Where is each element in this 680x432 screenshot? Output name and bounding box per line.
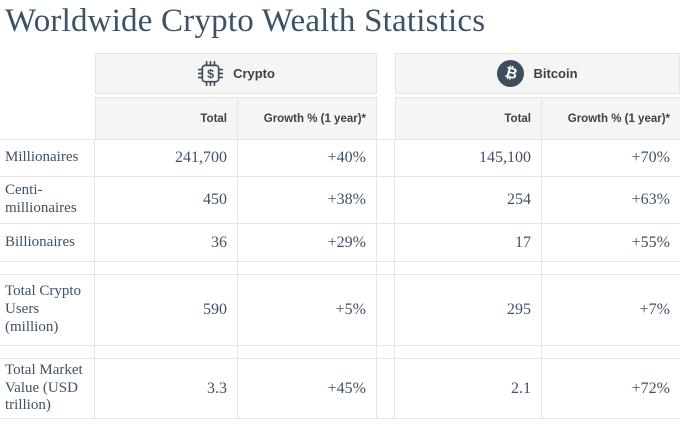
spacer-row [0, 261, 680, 274]
row-label: Centi-millionaires [0, 176, 95, 223]
group-header-row: $ Crypto ₿ Bitcoin [0, 53, 680, 94]
gap-cell [377, 139, 396, 176]
crypto-total-value: 36 [95, 223, 238, 261]
bitcoin-growth-value: +72% [542, 358, 680, 420]
svg-text:$: $ [207, 67, 214, 81]
crypto-total-value: 241,700 [95, 139, 238, 176]
bitcoin-total-value: 17 [395, 223, 543, 261]
crypto-growth-value: +5% [238, 274, 378, 345]
gap-cell [377, 274, 396, 345]
crypto-growth-value: +29% [238, 223, 378, 261]
row-label: Billionaires [0, 223, 95, 261]
bitcoin-group-label: Bitcoin [533, 66, 578, 81]
bitcoin-total-column-header: Total [395, 97, 543, 139]
header-gap-row [0, 94, 680, 97]
row-label: Total Crypto Users (million) [0, 274, 95, 345]
crypto-chip-dollar-icon: $ [197, 60, 224, 87]
table-row-total-crypto-users: Total Crypto Users (million) 590 +5% 295… [0, 274, 680, 345]
bitcoin-growth-column-header: Growth % (1 year)* [542, 97, 680, 139]
crypto-total-value: 450 [95, 176, 238, 223]
bitcoin-growth-value: +70% [542, 139, 680, 176]
crypto-growth-value: +40% [238, 139, 378, 176]
group-gap-spacer [377, 53, 396, 94]
bitcoin-growth-value: +7% [542, 274, 680, 345]
crypto-growth-value: +38% [238, 176, 378, 223]
crypto-wealth-infographic: Worldwide Crypto Wealth Statistics $ [0, 3, 680, 420]
corner-spacer [0, 53, 95, 94]
crypto-total-value: 3.3 [95, 358, 238, 420]
bitcoin-total-value: 145,100 [395, 139, 543, 176]
bitcoin-growth-value: +63% [542, 176, 680, 223]
corner-spacer [0, 97, 95, 139]
gap-cell [377, 358, 396, 420]
crypto-growth-column-header: Growth % (1 year)* [238, 97, 378, 139]
bitcoin-total-value: 295 [395, 274, 543, 345]
crypto-total-value: 590 [95, 274, 238, 345]
table-row-centi-millionaires: Centi-millionaires 450 +38% 254 +63% [0, 176, 680, 223]
gap-cell [377, 223, 396, 261]
gap-cell [377, 176, 396, 223]
spacer-row [0, 345, 680, 358]
bitcoin-growth-value: +55% [542, 223, 680, 261]
table-row-millionaires: Millionaires 241,700 +40% 145,100 +70% [0, 139, 680, 176]
bitcoin-total-value: 254 [395, 176, 543, 223]
table-row-billionaires: Billionaires 36 +29% 17 +55% [0, 223, 680, 261]
crypto-group-label: Crypto [233, 66, 275, 81]
crypto-growth-value: +45% [238, 358, 378, 420]
page-title: Worldwide Crypto Wealth Statistics [5, 3, 486, 39]
bitcoin-total-value: 2.1 [395, 358, 543, 420]
bitcoin-icon: ₿ [497, 60, 525, 87]
group-gap-spacer [377, 97, 396, 139]
crypto-wealth-table: $ Crypto ₿ Bitcoin Total [0, 53, 680, 420]
table-row-total-market-value: Total Market Value (USD trillion) 3.3 +4… [0, 358, 680, 420]
subheader-row: Total Growth % (1 year)* Total Growth % … [0, 97, 680, 139]
row-label: Millionaires [0, 139, 95, 176]
row-label: Total Market Value (USD trillion) [0, 358, 95, 420]
bitcoin-group-header: ₿ Bitcoin [395, 53, 680, 94]
crypto-group-header: $ Crypto [95, 53, 378, 94]
crypto-total-column-header: Total [95, 97, 238, 139]
